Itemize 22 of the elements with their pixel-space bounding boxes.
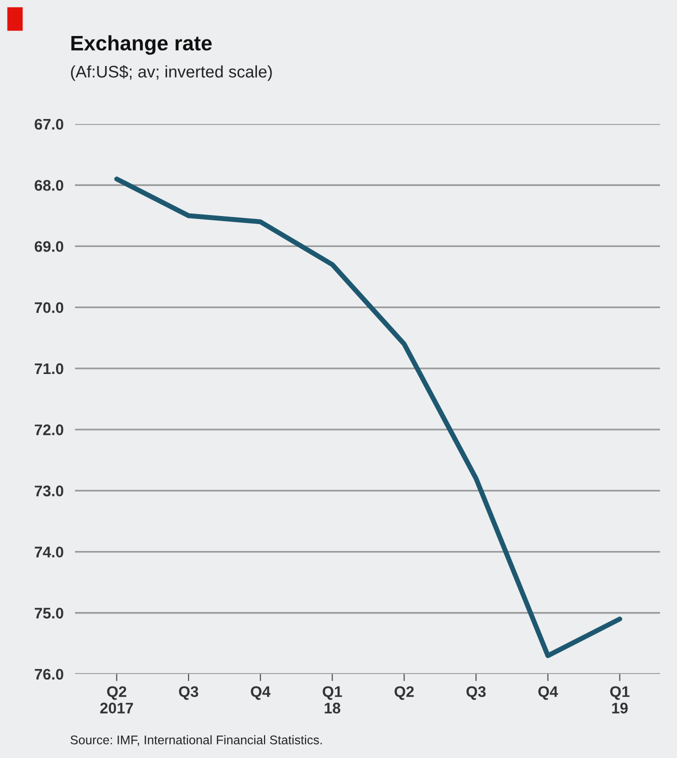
chart-title: Exchange rate [71, 35, 212, 55]
x-tick-label: Q2 2017 [100, 686, 134, 714]
x-tick-label: Q1 18 [322, 686, 342, 714]
chart-subtitle: (Af:US$; av; inverted scale) [71, 65, 272, 81]
y-tick-label: 70.0 [34, 302, 64, 314]
x-tick-label: Q2 [394, 686, 414, 700]
x-tick-label: Q1 19 [610, 686, 630, 714]
y-tick-label: 69.0 [34, 241, 64, 252]
line-series [114, 176, 622, 658]
y-tick-label: 75.0 [34, 608, 64, 619]
y-tick-label: 72.0 [34, 424, 64, 436]
source-note: Source: IMF, International Financial Statistics. [70, 735, 322, 746]
y-tick-label: 71.0 [34, 363, 64, 374]
y-tick-label: 73.0 [34, 486, 64, 496]
y-tick-label: 68.0 [34, 180, 64, 191]
y-tick-label: 74.0 [34, 546, 64, 558]
y-tick-label: 76.0 [34, 668, 64, 680]
x-tick-label: Q3 [466, 686, 486, 700]
x-tick-label: Q4 [250, 686, 271, 700]
x-tick-label: Q3 [178, 686, 198, 700]
x-tick-label: Q4 [538, 686, 558, 700]
y-tick-label: 67.0 [34, 118, 64, 130]
